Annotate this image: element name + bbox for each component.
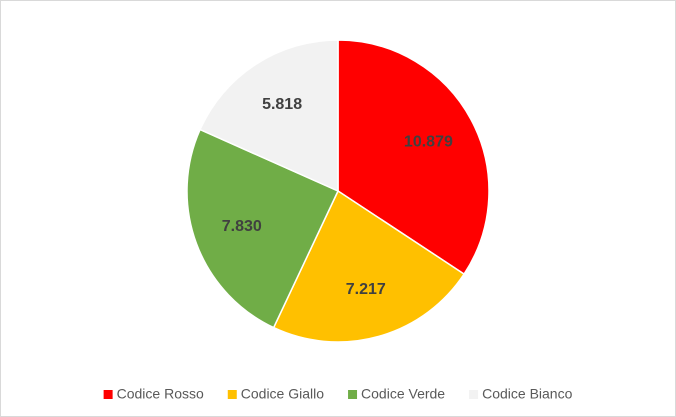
legend-swatch [103, 390, 113, 399]
legend-label: Codice Giallo [241, 386, 324, 402]
legend-label: Codice Bianco [482, 386, 572, 402]
data-label: 7.830 [222, 218, 262, 235]
pie-slice [186, 128, 340, 329]
data-label: 5.818 [262, 96, 302, 113]
pie-slice [199, 39, 339, 193]
legend-label: Codice Verde [361, 386, 445, 402]
data-label: 7.217 [346, 281, 386, 298]
legend-swatch [469, 390, 479, 399]
legend-label: Codice Rosso [117, 386, 204, 402]
pie-slice [272, 189, 466, 343]
data-label: 10.879 [404, 134, 453, 151]
legend-swatch [348, 390, 358, 399]
legend-swatch [227, 390, 237, 399]
